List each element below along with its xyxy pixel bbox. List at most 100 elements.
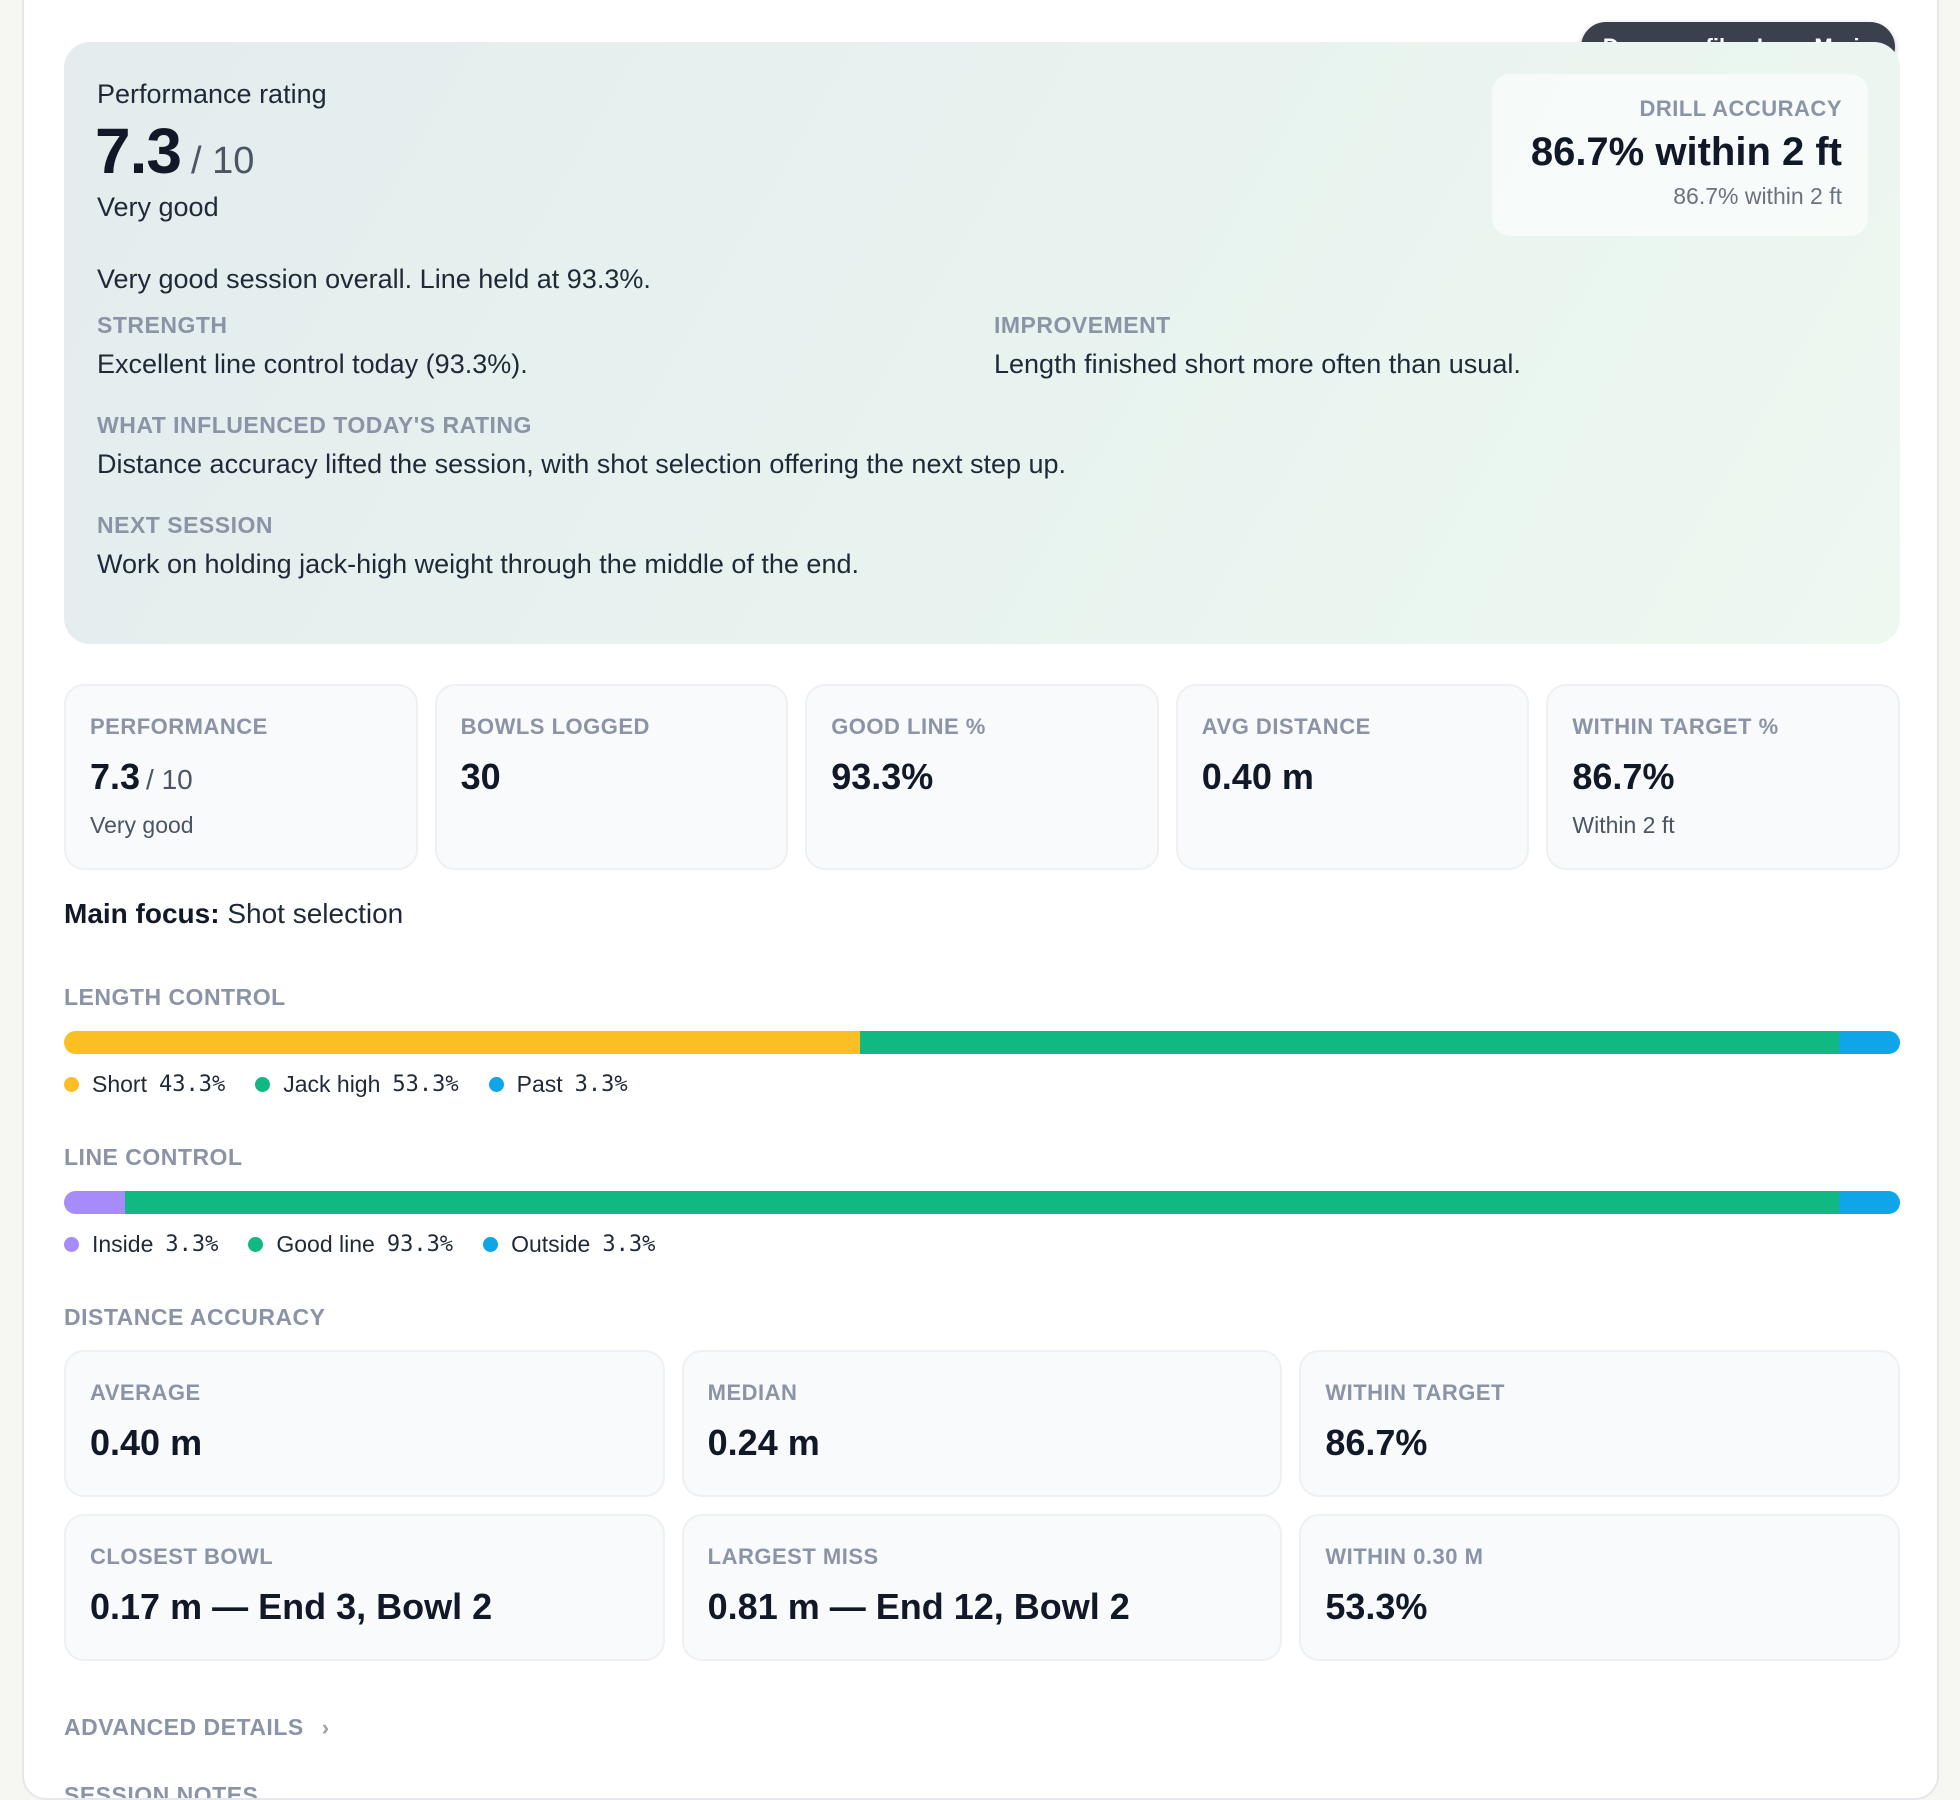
improvement-label: IMPROVEMENT bbox=[994, 312, 1171, 338]
stat-label: WITHIN TARGET % bbox=[1572, 714, 1779, 739]
legend-label: Outside bbox=[511, 1231, 591, 1257]
bar-segment-short bbox=[64, 1031, 860, 1054]
legend-dot-icon bbox=[64, 1077, 79, 1092]
stat-label: BOWLS LOGGED bbox=[460, 714, 650, 739]
strength-label: STRENGTH bbox=[97, 312, 228, 338]
legend-item: Jack high 53.3% bbox=[255, 1071, 459, 1098]
legend-label: Inside bbox=[92, 1231, 154, 1257]
length-control-bar bbox=[64, 1031, 1900, 1054]
stat-value: 0.40 m bbox=[1202, 756, 1504, 798]
rating-score: 7.3 / 10 bbox=[95, 114, 254, 188]
influence-block: WHAT INFLUENCED TODAY'S RATING Distance … bbox=[97, 412, 1066, 480]
card-label: LARGEST MISS bbox=[707, 1544, 879, 1569]
bar-segment-outside bbox=[1838, 1191, 1900, 1214]
legend-item: Inside 3.3% bbox=[64, 1231, 218, 1258]
legend-dot-icon bbox=[248, 1237, 264, 1252]
legend-value: 3.3% bbox=[602, 1232, 656, 1257]
legend-dot-icon bbox=[64, 1237, 79, 1252]
legend-item: Good line 93.3% bbox=[248, 1231, 453, 1258]
rating-scale: / 10 bbox=[190, 140, 255, 182]
chevron-right-icon: › bbox=[321, 1714, 330, 1740]
drill-accuracy-value: 86.7% within 2 ft bbox=[1530, 130, 1842, 174]
legend-dot-icon bbox=[483, 1237, 499, 1252]
stat-cards-row: PERFORMANCE 7.3/ 10 Very good BOWLS LOGG… bbox=[64, 684, 1900, 870]
stat-value: 86.7% bbox=[1572, 756, 1874, 798]
line-control-legend: Inside 3.3% Good line 93.3% Outside 3.3% bbox=[64, 1231, 685, 1258]
card-value: 0.40 m bbox=[90, 1422, 203, 1463]
session-report-panel: Demo profile · Luca Marin Performance ra… bbox=[22, 0, 1939, 1800]
influence-label: WHAT INFLUENCED TODAY'S RATING bbox=[97, 412, 532, 438]
strength-text: Excellent line control today (93.3%). bbox=[97, 349, 528, 379]
distance-card-median: MEDIAN 0.24 m bbox=[681, 1350, 1283, 1497]
rating-summary: Very good session overall. Line held at … bbox=[97, 264, 651, 294]
stat-sub: Within 2 ft bbox=[1572, 812, 1675, 838]
stat-card-good-line: GOOD LINE % 93.3% bbox=[805, 684, 1159, 870]
stat-value: 30 bbox=[461, 756, 763, 798]
legend-label: Short bbox=[92, 1071, 147, 1097]
legend-label: Jack high bbox=[283, 1071, 381, 1097]
main-focus-label: Main focus: bbox=[64, 898, 220, 929]
performance-rating-card: Performance rating 7.3 / 10 Very good Ve… bbox=[64, 42, 1900, 644]
stat-label: GOOD LINE % bbox=[831, 714, 986, 739]
legend-value: 3.3% bbox=[574, 1072, 628, 1097]
drill-accuracy-card: DRILL ACCURACY 86.7% within 2 ft 86.7% w… bbox=[1492, 74, 1868, 236]
drill-accuracy-label: DRILL ACCURACY bbox=[1639, 96, 1842, 121]
stat-number: 30 bbox=[460, 756, 501, 797]
card-value: 0.24 m bbox=[707, 1422, 820, 1463]
card-label: WITHIN TARGET bbox=[1325, 1380, 1505, 1405]
stat-scale: / 10 bbox=[146, 764, 193, 795]
next-session-block: NEXT SESSION Work on holding jack-high w… bbox=[97, 512, 859, 580]
legend-label: Past bbox=[516, 1071, 563, 1097]
distance-card-average: AVERAGE 0.40 m bbox=[64, 1350, 665, 1497]
card-value: 53.3% bbox=[1325, 1586, 1428, 1627]
length-control-title: LENGTH CONTROL bbox=[64, 984, 286, 1010]
legend-value: 93.3% bbox=[386, 1232, 454, 1257]
legend-dot-icon bbox=[488, 1077, 504, 1092]
legend-value: 53.3% bbox=[392, 1072, 459, 1097]
next-session-text: Work on holding jack-high weight through… bbox=[97, 549, 859, 579]
stat-card-bowls-logged: BOWLS LOGGED 30 bbox=[434, 684, 789, 870]
drill-accuracy-sub: 86.7% within 2 ft bbox=[1673, 183, 1842, 209]
legend-label: Good line bbox=[276, 1231, 375, 1257]
card-label: MEDIAN bbox=[707, 1380, 798, 1405]
next-session-label: NEXT SESSION bbox=[97, 512, 273, 538]
stat-value: 93.3% bbox=[831, 756, 1133, 798]
bar-segment-jack-high bbox=[859, 1031, 1839, 1054]
rating-label: Performance rating bbox=[97, 79, 327, 109]
bar-segment-good-line bbox=[125, 1191, 1839, 1214]
strength-block: STRENGTH Excellent line control today (9… bbox=[97, 312, 528, 380]
legend-value: 3.3% bbox=[165, 1232, 219, 1257]
stat-number: 93.3% bbox=[831, 756, 934, 797]
stat-value: 7.3/ 10 bbox=[90, 756, 392, 798]
stat-number: 86.7% bbox=[1572, 756, 1675, 797]
main-focus: Main focus: Shot selection bbox=[64, 898, 403, 930]
distance-card-within-target: WITHIN TARGET 86.7% bbox=[1299, 1350, 1900, 1497]
card-label: WITHIN 0.30 M bbox=[1325, 1544, 1484, 1569]
improvement-text: Length finished short more often than us… bbox=[994, 349, 1521, 379]
legend-value: 43.3% bbox=[158, 1072, 226, 1097]
card-value: 0.81 m — End 12, Bowl 2 bbox=[707, 1586, 1130, 1627]
advanced-details-toggle[interactable]: ADVANCED DETAILS › bbox=[64, 1714, 330, 1741]
stat-sub: Very good bbox=[90, 812, 194, 838]
session-notes-title: SESSION NOTES bbox=[64, 1782, 259, 1800]
line-control-title: LINE CONTROL bbox=[64, 1144, 243, 1170]
rating-grade: Very good bbox=[97, 192, 219, 222]
influence-text: Distance accuracy lifted the session, wi… bbox=[97, 449, 1067, 479]
advanced-details-label: ADVANCED DETAILS bbox=[64, 1714, 304, 1740]
legend-dot-icon bbox=[255, 1077, 271, 1092]
improvement-block: IMPROVEMENT Length finished short more o… bbox=[994, 312, 1521, 380]
distance-accuracy-title: DISTANCE ACCURACY bbox=[64, 1304, 326, 1330]
main-focus-value: Shot selection bbox=[227, 898, 404, 929]
rating-value: 7.3 bbox=[95, 115, 182, 187]
stat-label: PERFORMANCE bbox=[90, 714, 268, 739]
distance-accuracy-grid: AVERAGE 0.40 m MEDIAN 0.24 m WITHIN TARG… bbox=[64, 1350, 1900, 1661]
stat-label: AVG DISTANCE bbox=[1201, 714, 1371, 739]
bar-segment-past bbox=[1838, 1031, 1900, 1054]
card-label: AVERAGE bbox=[90, 1380, 201, 1405]
distance-card-largest-miss: LARGEST MISS 0.81 m — End 12, Bowl 2 bbox=[681, 1514, 1283, 1661]
stat-card-avg-distance: AVG DISTANCE 0.40 m bbox=[1175, 684, 1530, 870]
stat-number: 7.3 bbox=[90, 756, 141, 797]
stat-card-performance: PERFORMANCE 7.3/ 10 Very good bbox=[64, 684, 418, 870]
card-value: 86.7% bbox=[1325, 1422, 1428, 1463]
legend-item: Outside 3.3% bbox=[483, 1231, 655, 1258]
